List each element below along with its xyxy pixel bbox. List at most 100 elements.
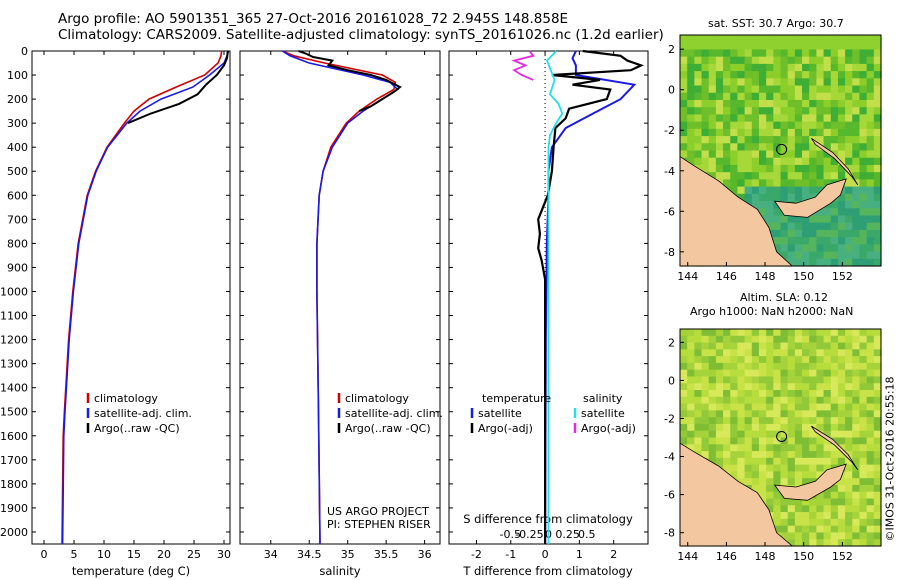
map-cell (687, 403, 695, 411)
map-cell (873, 349, 882, 357)
map-cell (730, 369, 739, 378)
map-cell (694, 136, 703, 144)
map-cell (837, 403, 846, 411)
map-cell (816, 505, 825, 513)
map-cell (830, 498, 839, 506)
map-cell (687, 329, 695, 337)
map-cell (780, 92, 789, 101)
map-cell (751, 342, 760, 350)
depth-tick-label: 900 (7, 261, 28, 274)
map-cell (694, 143, 703, 152)
map-cell (780, 396, 789, 405)
map-cell (837, 498, 846, 506)
map-cell (794, 362, 803, 371)
map-cell (845, 150, 853, 159)
map-cell (773, 451, 782, 459)
map-cell (859, 329, 868, 337)
map-cell (845, 128, 853, 137)
map-cell (773, 369, 782, 378)
map-cell (680, 362, 688, 371)
map-cell (701, 114, 710, 123)
map-cell (773, 376, 782, 384)
map-cell (823, 464, 832, 473)
map-cell (816, 349, 825, 357)
map-cell (866, 150, 875, 159)
map-cell (866, 114, 875, 123)
map-cell (866, 396, 875, 405)
map-cell (773, 99, 782, 108)
map-cell (809, 107, 817, 116)
map-cell (845, 437, 853, 445)
sst-map-title: sat. SST: 30.7 Argo: 30.7 (708, 17, 844, 30)
map-cell (687, 42, 695, 51)
map-cell (694, 383, 703, 391)
land-mass (811, 425, 859, 471)
map-cell (866, 42, 875, 51)
map-cell (873, 410, 882, 418)
map-cell (715, 107, 724, 116)
map-cell (837, 56, 846, 65)
map-cell (701, 107, 710, 116)
map-cell (823, 410, 832, 418)
map-cell (780, 532, 789, 540)
map-cell (730, 457, 739, 466)
map-cell (859, 136, 868, 144)
map-cell (794, 383, 803, 391)
map-cell (873, 457, 882, 466)
map-cell (816, 491, 825, 500)
map-cell (787, 539, 796, 547)
map-cell (758, 78, 767, 87)
map-cell (687, 150, 695, 159)
map-cell (809, 349, 817, 357)
map-cell (816, 396, 825, 405)
map-cell (687, 396, 695, 405)
map-cell (751, 99, 760, 108)
map-cell (845, 143, 853, 152)
map-cell (758, 92, 767, 101)
map-cell (744, 42, 753, 51)
map-cell (773, 396, 782, 405)
map-cell (852, 329, 861, 337)
pi-label: PI: STEPHEN RISER (327, 518, 431, 531)
map-cell (758, 457, 767, 466)
map-cell (694, 430, 703, 439)
map-cell (830, 201, 839, 209)
map-cell (823, 121, 832, 130)
map-cell (845, 451, 853, 459)
map-cell (758, 430, 767, 439)
map-cell (816, 532, 825, 540)
map-cell (766, 491, 774, 500)
map-cell (766, 56, 774, 65)
map-cell (715, 329, 724, 337)
map-cell (823, 396, 832, 405)
map-cell (852, 478, 861, 486)
map-cell (852, 63, 861, 72)
map-cell (694, 410, 703, 418)
map-cell (680, 430, 688, 439)
map-cell (708, 150, 717, 159)
map-cell (794, 78, 803, 87)
map-cell (845, 237, 853, 245)
map-cell (773, 335, 782, 344)
map-cell (837, 423, 846, 432)
map-cell (773, 71, 782, 79)
map-cell (859, 157, 868, 166)
map-cell (802, 179, 810, 188)
map-cell (852, 150, 861, 159)
map-cell (830, 484, 839, 493)
map-cell (730, 471, 739, 479)
map-cell (873, 172, 882, 180)
map-cell (773, 444, 782, 452)
map-cell (737, 92, 746, 101)
map-cell (737, 164, 746, 173)
map-cell (751, 444, 760, 452)
map-cell (701, 349, 710, 357)
map-cell (823, 532, 832, 540)
map-cell (866, 342, 875, 350)
map-cell (830, 505, 839, 513)
map-cell (694, 85, 703, 94)
map-cell (687, 99, 695, 108)
salinity-tick-label: 36 (418, 548, 432, 561)
map-cell (866, 329, 875, 337)
map-cell (737, 136, 746, 144)
